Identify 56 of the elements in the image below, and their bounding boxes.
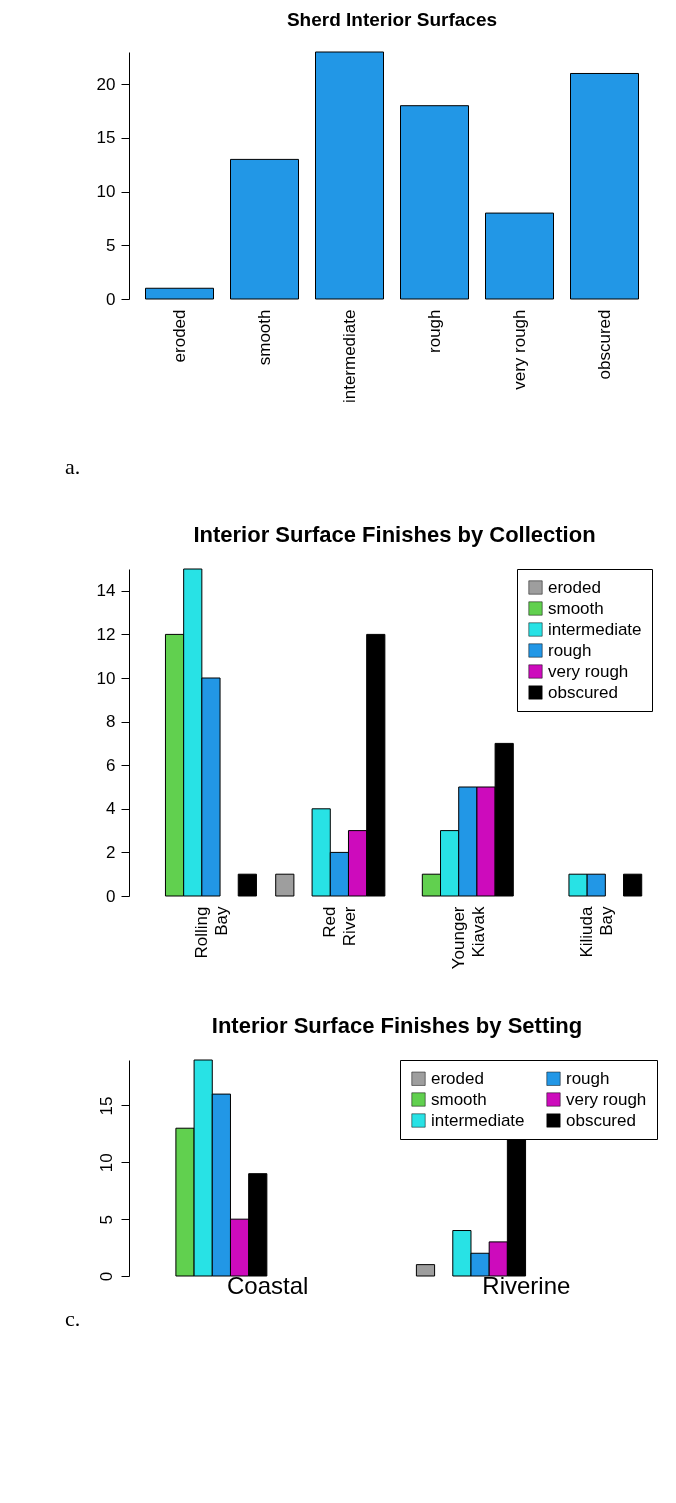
y-tick-label: 12 (96, 624, 116, 644)
x-tick-label: Younger Kiavak (448, 906, 488, 970)
bar (145, 287, 214, 300)
y-tick-label: 6 (106, 755, 116, 775)
legend-label: rough (548, 640, 592, 660)
bar (415, 1264, 436, 1277)
legend-label: intermediate (431, 1110, 525, 1130)
x-tick-label: obscured (594, 309, 614, 380)
x-tick-label: Rolling Bay (191, 906, 231, 959)
legend-label: very rough (566, 1089, 647, 1109)
chart-title: Interior Surface Finishes by Setting (211, 1012, 583, 1038)
chart-title: Interior Surface Finishes by Collection (193, 521, 596, 547)
y-tick-label: 0 (96, 1271, 116, 1282)
y-tick-label: 5 (106, 235, 116, 255)
x-tick-label: eroded (169, 309, 189, 363)
x-tick-label: very rough (509, 309, 529, 390)
y-tick-label: 14 (96, 581, 116, 601)
x-tick-label: Coastal (226, 1271, 309, 1299)
x-tick-label: Riverine (482, 1271, 571, 1299)
x-tick-label: intermediate (339, 309, 359, 404)
bar (485, 212, 554, 300)
bar (315, 51, 384, 300)
x-tick-label: rough (424, 309, 444, 353)
y-tick-label: 0 (106, 289, 116, 309)
x-tick-label: Red River (320, 906, 360, 947)
chart-title: Sherd Interior Surfaces (286, 8, 498, 30)
legend-label: smooth (431, 1089, 487, 1109)
x-tick-label: Kiliuda Bay (577, 905, 617, 958)
bar (237, 873, 257, 897)
bar (275, 873, 295, 897)
legend-label: obscured (566, 1110, 636, 1130)
legend-label: intermediate (548, 619, 642, 639)
y-tick-label: 5 (96, 1214, 116, 1225)
bar (400, 105, 469, 300)
bar (623, 873, 643, 897)
y-tick-label: 10 (96, 668, 116, 688)
y-tick-label: 15 (96, 128, 116, 148)
y-tick-label: 2 (106, 842, 116, 862)
bar (570, 72, 639, 300)
bar (230, 158, 299, 300)
y-tick-label: 4 (106, 799, 116, 819)
x-tick-label: smooth (254, 309, 274, 366)
legend-label: obscured (548, 682, 618, 702)
y-tick-label: 0 (106, 886, 116, 906)
legend-label: eroded (431, 1068, 484, 1088)
legend-label: rough (566, 1068, 610, 1088)
text: a. (65, 454, 81, 479)
legend-label: eroded (548, 577, 601, 597)
legend-label: very rough (548, 661, 629, 681)
y-tick-label: 10 (96, 1153, 116, 1173)
y-tick-label: 10 (96, 182, 116, 202)
y-tick-label: 8 (106, 712, 116, 732)
legend-label: smooth (548, 598, 604, 618)
y-tick-label: 15 (96, 1096, 116, 1116)
text: c. (65, 1306, 81, 1331)
y-tick-label: 20 (96, 74, 116, 94)
